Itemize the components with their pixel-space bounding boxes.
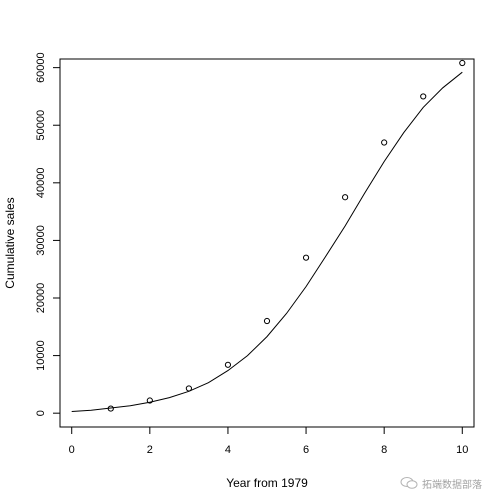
y-tick-label: 40000 xyxy=(35,168,47,199)
y-tick-label: 10000 xyxy=(35,340,47,371)
x-tick-label: 8 xyxy=(381,444,387,456)
fitted-curve xyxy=(71,71,463,412)
data-point xyxy=(381,139,388,146)
data-point xyxy=(302,254,310,261)
plot-frame xyxy=(59,58,475,428)
data-point xyxy=(146,397,153,404)
data-point xyxy=(342,194,349,201)
data-point xyxy=(459,59,466,67)
x-tick-label: 0 xyxy=(69,444,75,456)
y-tick-label: 30000 xyxy=(35,225,47,256)
x-tick-label: 4 xyxy=(225,444,231,456)
y-tick-label: 0 xyxy=(35,410,47,416)
watermark-text: 拓端数据部落 xyxy=(422,479,482,491)
chat-bubbles-icon xyxy=(400,477,418,489)
data-point xyxy=(185,385,192,392)
data-point xyxy=(224,361,232,368)
watermark: 拓端数据部落 xyxy=(400,473,500,493)
y-axis: 0 10000 20000 30000 40000 50000 60000 xyxy=(35,52,60,416)
x-tick-label: 6 xyxy=(303,444,309,456)
fitted-line xyxy=(71,71,463,412)
x-tick-label: 2 xyxy=(147,444,153,456)
x-axis: 0 2 4 6 8 10 xyxy=(69,427,468,456)
y-axis-title: Cumulative sales xyxy=(3,197,17,288)
data-point xyxy=(420,93,427,100)
x-axis-title: Year from 1979 xyxy=(226,476,308,490)
data-points xyxy=(107,59,466,412)
data-point xyxy=(263,317,271,325)
y-tick-label: 50000 xyxy=(35,110,47,141)
x-tick-label: 10 xyxy=(456,444,468,456)
y-tick-label: 60000 xyxy=(35,52,47,83)
data-point xyxy=(107,405,114,412)
y-tick-label: 20000 xyxy=(35,283,47,314)
